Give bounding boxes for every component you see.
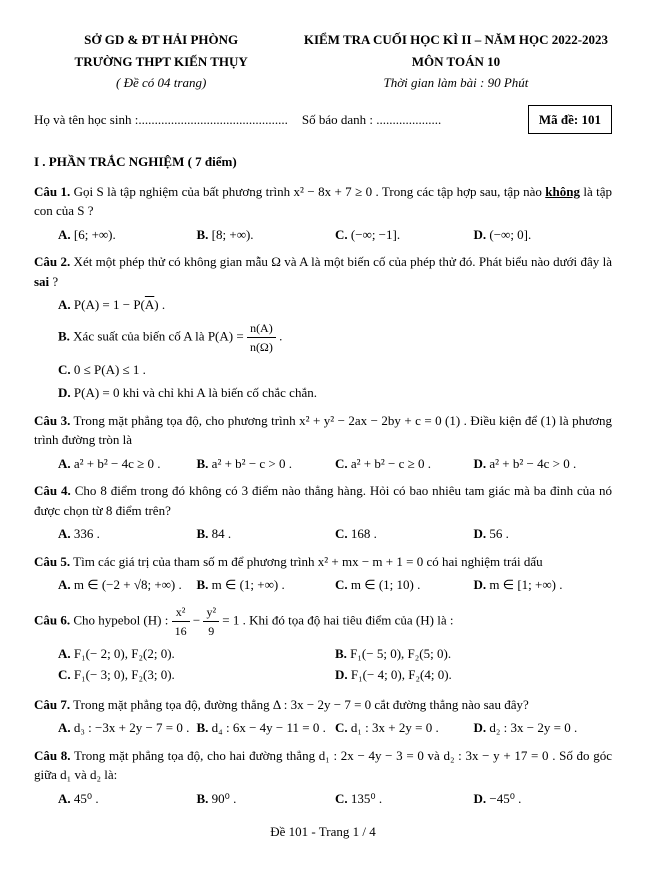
question-2-options: A. P(A) = 1 − P(A) . B. Xác suất của biế… bbox=[58, 295, 612, 403]
question-3: Câu 3. Trong mặt phẳng tọa độ, cho phươn… bbox=[34, 411, 612, 450]
id-label: Số báo danh : .................... bbox=[302, 110, 441, 130]
question-8: Câu 8. Trong mặt phẳng tọa độ, cho hai đ… bbox=[34, 746, 612, 785]
exam-title: KIỂM TRA CUỐI HỌC KÌ II – NĂM HỌC 2022-2… bbox=[300, 30, 612, 50]
question-3-options: A. a² + b² − 4c ≥ 0 . B. a² + b² − c > 0… bbox=[58, 454, 612, 474]
question-8-options: A. 45⁰ . B. 90⁰ . C. 135⁰ . D. −45⁰ . bbox=[58, 789, 612, 809]
question-1-options: A. [6; +∞). B. [8; +∞). C. (−∞; −1]. D. … bbox=[58, 225, 612, 245]
subject-line: MÔN TOÁN 10 bbox=[300, 52, 612, 72]
question-4-options: A. 336 . B. 84 . C. 168 . D. 56 . bbox=[58, 524, 612, 544]
question-7: Câu 7. Trong mặt phẳng tọa độ, đường thẳ… bbox=[34, 695, 612, 715]
page-footer: Đề 101 - Trang 1 / 4 bbox=[34, 822, 612, 842]
dept-line: SỞ GD & ĐT HẢI PHÒNG bbox=[34, 30, 288, 50]
time-note: Thời gian làm bài : 90 Phút bbox=[300, 73, 612, 93]
question-2: Câu 2. Xét một phép thử có không gian mẫ… bbox=[34, 252, 612, 291]
question-4: Câu 4. Cho 8 điểm trong đó không có 3 đi… bbox=[34, 481, 612, 520]
name-label: Họ và tên học sinh :....................… bbox=[34, 110, 288, 130]
question-6: Câu 6. Cho hypebol (H) : x²16 − y²9 = 1 … bbox=[34, 603, 612, 640]
question-5-options: A. m ∈ (−2 + √8; +∞) . B. m ∈ (1; +∞) . … bbox=[58, 575, 612, 595]
question-6-options: A. F₁(− 2; 0), F₂(2; 0). B. F₁(− 5; 0), … bbox=[58, 644, 612, 687]
school-line: TRƯỜNG THPT KIẾN THỤY bbox=[34, 52, 288, 72]
question-7-options: A. d₃ : −3x + 2y − 7 = 0 . B. d₄ : 6x − … bbox=[58, 718, 612, 738]
pages-note: ( Đề có 04 trang) bbox=[34, 73, 288, 93]
exam-code-box: Mã đề: 101 bbox=[528, 105, 612, 135]
question-1: Câu 1. Gọi S là tập nghiệm của bất phươn… bbox=[34, 182, 612, 221]
section-1-title: I . PHẦN TRẮC NGHIỆM ( 7 điểm) bbox=[34, 152, 612, 172]
question-5: Câu 5. Tìm các giá trị của tham số m để … bbox=[34, 552, 612, 572]
